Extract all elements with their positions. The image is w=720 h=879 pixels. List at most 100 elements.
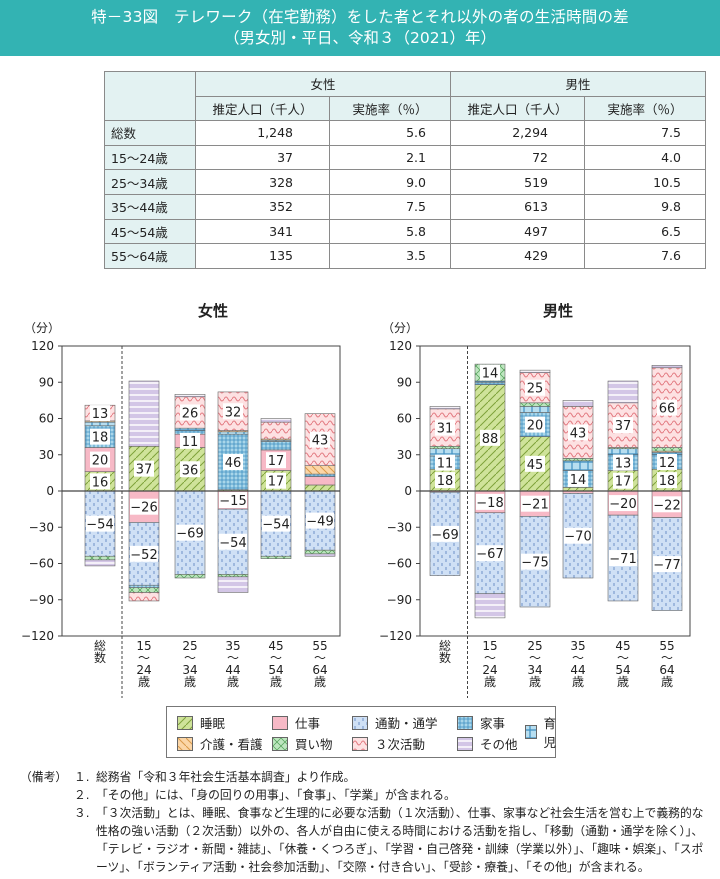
bar-segment-other — [304, 553, 336, 557]
table-subheader: 実施率（％） — [584, 95, 706, 122]
data-label-bg — [653, 556, 681, 573]
data-label-bg — [435, 419, 455, 436]
data-label-bg — [657, 399, 677, 416]
x-tick-label: 55 ～ 64 歳 — [312, 639, 327, 689]
data-label: −20 — [609, 497, 636, 512]
y-tick-label: 30 — [39, 448, 54, 462]
note-text: 「その他」には、「身の回りの用事」、「食事」、「学業」が含まれる。 — [96, 788, 456, 802]
data-label-bg — [476, 493, 504, 510]
data-label-bg — [564, 527, 592, 544]
row-label: 15～24歳 — [104, 144, 196, 171]
y-tick-label: 0 — [404, 484, 412, 498]
data-label: −18 — [476, 496, 503, 511]
table-subheader: 実施率（％） — [329, 95, 451, 122]
y-tick-label: 120 — [389, 339, 412, 353]
y-tick-label: −60 — [387, 557, 412, 571]
data-label-bg — [262, 515, 290, 532]
data-label: 14 — [570, 473, 587, 488]
y-tick-label: 120 — [31, 339, 54, 353]
data-label-bg — [266, 472, 286, 489]
male-population: 429 — [450, 243, 585, 269]
table-corner-cell — [104, 70, 196, 122]
data-label-bg — [568, 424, 588, 441]
data-label: −70 — [564, 530, 591, 545]
data-label: −67 — [476, 547, 503, 562]
y-axis-unit-label: （分） — [24, 321, 60, 335]
note-row: （備考） １. 総務省「令和３年社会生活基本調査」より作成。 — [20, 768, 710, 786]
bar-segment-shopping — [429, 445, 461, 450]
data-label: 18 — [659, 474, 676, 489]
stacked-bar-charts: 女性（分）1209060300−30−60−90−12016201813−543… — [21, 302, 691, 698]
legend-label: 介護・看護 — [200, 737, 263, 752]
data-label-bg — [306, 512, 334, 529]
x-tick-label: 45 ～ 54 歳 — [615, 639, 630, 689]
data-label-bg — [90, 405, 110, 422]
bar-segment-other — [174, 394, 206, 398]
data-label-bg — [86, 515, 114, 532]
data-label-bg — [653, 496, 681, 513]
table-row: 55～64歳 135 3.5 429 7.6 — [104, 243, 706, 269]
data-label: 88 — [482, 432, 499, 447]
data-label-bg — [180, 432, 200, 449]
chart-title: 男性 — [543, 302, 573, 320]
data-label-bg — [219, 533, 247, 550]
population-table: 女性 男性 推定人口（千人） 実施率（％） 推定人口（千人） 実施率（％） 総数… — [104, 70, 706, 269]
bar-segment-shopping — [128, 587, 160, 593]
bar-segment-shopping — [260, 555, 292, 559]
female-population: 341 — [195, 218, 330, 245]
data-label: −77 — [653, 558, 680, 573]
male-population: 2,294 — [450, 120, 585, 146]
bar-segment-other — [651, 365, 683, 369]
data-label-bg — [525, 455, 545, 472]
male-population: 613 — [450, 193, 585, 220]
data-label: 20 — [527, 419, 544, 434]
male-rate: 7.6 — [584, 243, 706, 269]
bar-segment-tertiary — [128, 592, 160, 602]
female-population: 135 — [195, 243, 330, 269]
female-rate: 2.1 — [329, 144, 451, 171]
data-label: −54 — [262, 518, 289, 533]
bar-segment-housework — [474, 381, 506, 385]
data-label: −21 — [521, 498, 548, 513]
data-label: 17 — [268, 454, 285, 469]
legend-swatch-tertiary — [352, 736, 368, 751]
y-tick-label: −90 — [387, 593, 412, 607]
female-rate: 5.8 — [329, 218, 451, 245]
bar-segment-childcare — [217, 431, 249, 435]
data-label: 13 — [92, 407, 109, 422]
figure-subtitle: （男女別・平日、令和３（2021）年） — [224, 29, 496, 47]
y-tick-label: −120 — [379, 629, 412, 643]
data-label-bg — [435, 472, 455, 489]
female-population: 37 — [195, 144, 330, 171]
legend-swatch-shopping — [272, 736, 288, 751]
row-label: 25～34歳 — [104, 169, 196, 195]
data-label: 12 — [659, 456, 676, 471]
data-label-bg — [180, 404, 200, 421]
x-tick-label: 総数 — [94, 639, 106, 665]
female-rate: 9.0 — [329, 169, 451, 195]
legend-item-other: その他 — [457, 734, 518, 753]
legend-label: ３次活動 — [375, 737, 426, 752]
x-tick-label: 35 ～ 44 歳 — [570, 639, 585, 689]
legend-item-commute: 通勤・通学 — [352, 713, 438, 732]
data-label-bg — [609, 550, 637, 567]
row-label: 55～64歳 — [104, 243, 196, 269]
legend-swatch-care — [177, 736, 193, 751]
bar-segment-work — [304, 476, 336, 486]
legend-label: 睡眠 — [200, 716, 226, 731]
data-label: −69 — [431, 528, 458, 543]
data-label: 37 — [615, 419, 632, 434]
bar-segment-shopping — [519, 402, 551, 407]
data-label: 43 — [312, 434, 329, 449]
y-tick-label: 90 — [397, 375, 412, 389]
male-population: 72 — [450, 144, 585, 171]
data-label-bg — [657, 472, 677, 489]
data-label-bg — [613, 472, 633, 489]
data-label: 14 — [482, 367, 499, 382]
data-label-bg — [90, 428, 110, 445]
bar-segment-other — [429, 406, 461, 410]
data-label: 36 — [182, 463, 199, 478]
legend-item-housework: 家事 — [457, 713, 505, 732]
data-label: 11 — [182, 435, 199, 450]
y-tick-label: 60 — [397, 412, 412, 426]
